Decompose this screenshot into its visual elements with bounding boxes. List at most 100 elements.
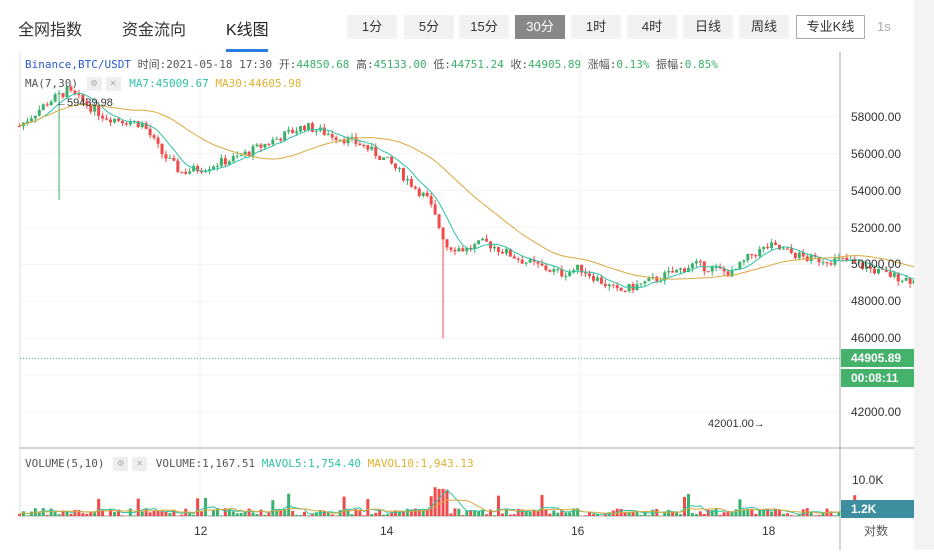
- volume-bar: [58, 514, 61, 516]
- candle-body: [121, 121, 124, 124]
- candle-body: [707, 271, 710, 272]
- kline-chart[interactable]: Binance,BTC/USDT 时间:2021-05-18 17:30 开:4…: [0, 52, 914, 550]
- candle-body: [386, 157, 389, 158]
- min-annotation: 42001.00→: [708, 417, 765, 431]
- candle-body: [612, 285, 615, 286]
- candle-body: [453, 250, 456, 252]
- candle-body: [699, 261, 702, 262]
- candle-body: [77, 94, 80, 95]
- volume-bar: [26, 515, 29, 516]
- candle-body: [620, 288, 623, 291]
- volume-bar: [418, 509, 421, 516]
- candle-body: [50, 102, 53, 106]
- interval-5m[interactable]: 5分: [404, 15, 454, 39]
- candle-body: [42, 104, 45, 109]
- candle-body: [283, 132, 286, 141]
- candle-body: [335, 138, 338, 140]
- ma-legend: MA(7,30) ⚙✕ MA7:45009.67 MA30:44605.98: [25, 77, 301, 91]
- candle-body: [501, 252, 504, 254]
- interval-15m[interactable]: 15分: [459, 15, 509, 39]
- volume-bar: [814, 515, 817, 516]
- mavol10-value: MAVOL10:1,943.13: [368, 457, 474, 470]
- candle-body: [794, 253, 797, 258]
- candle-body: [576, 265, 579, 270]
- close-icon[interactable]: ✕: [132, 457, 147, 471]
- candle-body: [489, 242, 492, 249]
- candle-body: [129, 122, 132, 124]
- candle-body: [125, 123, 128, 124]
- candle-body: [826, 262, 829, 263]
- candle-body: [552, 269, 555, 271]
- settings-icon[interactable]: ⚙: [87, 77, 102, 91]
- volume-bar: [513, 514, 516, 516]
- candle-body: [548, 270, 551, 272]
- candle-body: [168, 158, 171, 159]
- candle-body: [746, 254, 749, 260]
- volume-bar: [370, 514, 373, 516]
- volume-bar: [18, 514, 21, 516]
- close-icon[interactable]: ✕: [106, 77, 121, 91]
- volume-bar: [252, 512, 255, 516]
- volume-bar: [149, 512, 152, 516]
- volume-bar: [742, 510, 745, 516]
- candle-body: [358, 144, 361, 145]
- candle-body: [679, 268, 682, 269]
- volume-bar: [374, 513, 377, 516]
- low-value: 44751.24: [451, 58, 504, 71]
- volume-bar: [188, 513, 191, 516]
- candle-body: [596, 277, 599, 280]
- candle-body: [461, 248, 464, 251]
- volume-bar: [683, 497, 686, 516]
- candle-body: [647, 278, 650, 281]
- candle-body: [497, 247, 500, 252]
- tab-kline[interactable]: K线图: [226, 16, 269, 40]
- volume-bar: [457, 509, 460, 516]
- interval-4h[interactable]: 4时: [627, 15, 677, 39]
- volume-bar: [790, 515, 793, 516]
- volume-bar: [647, 515, 650, 516]
- interval-day[interactable]: 日线: [683, 15, 733, 39]
- ma-label: MA(7,30): [25, 77, 78, 90]
- candle-body: [291, 130, 294, 133]
- volume-bar: [38, 513, 41, 516]
- candle-body: [758, 249, 761, 256]
- candle-body: [271, 140, 274, 144]
- candle-body: [34, 116, 37, 119]
- candle-body: [362, 145, 365, 146]
- volume-bar: [485, 514, 488, 516]
- candle-body: [513, 256, 516, 258]
- pro-kline-button[interactable]: 专业K线: [796, 15, 865, 39]
- tab-capital-flow[interactable]: 资金流向: [122, 16, 186, 40]
- candle-body: [58, 93, 61, 94]
- price-tick: 50000.00: [851, 257, 901, 271]
- candle-body: [374, 147, 377, 156]
- scale-mode-toggle[interactable]: 对数: [864, 524, 888, 538]
- candle-body: [643, 281, 646, 283]
- volume-bar: [501, 514, 504, 516]
- interval-week[interactable]: 周线: [739, 15, 789, 39]
- chart-canvas[interactable]: [0, 52, 914, 550]
- settings-icon[interactable]: ⚙: [113, 457, 128, 471]
- ma30-line: [20, 105, 915, 372]
- volume-bar: [386, 514, 389, 516]
- volume-bar: [604, 515, 607, 516]
- candle-body: [905, 278, 908, 281]
- interval-30m[interactable]: 30分: [515, 15, 565, 39]
- candle-body: [224, 158, 227, 164]
- volume-bar: [509, 515, 512, 516]
- candle-body: [232, 156, 235, 161]
- interval-1m[interactable]: 1分: [347, 15, 397, 39]
- candle-body: [279, 139, 282, 141]
- interval-1h[interactable]: 1时: [571, 15, 621, 39]
- volume-bar: [671, 512, 674, 516]
- candle-body: [216, 166, 219, 167]
- info-legend: Binance,BTC/USDT 时间:2021-05-18 17:30 开:4…: [25, 58, 718, 72]
- volume-bar: [734, 509, 737, 516]
- candle-body: [153, 135, 156, 138]
- scrollbar-track[interactable]: [914, 0, 934, 550]
- tab-index[interactable]: 全网指数: [18, 16, 82, 40]
- candle-body: [556, 269, 559, 270]
- volume-bar: [145, 509, 148, 516]
- volume-bar: [157, 511, 160, 516]
- candle-body: [101, 116, 104, 118]
